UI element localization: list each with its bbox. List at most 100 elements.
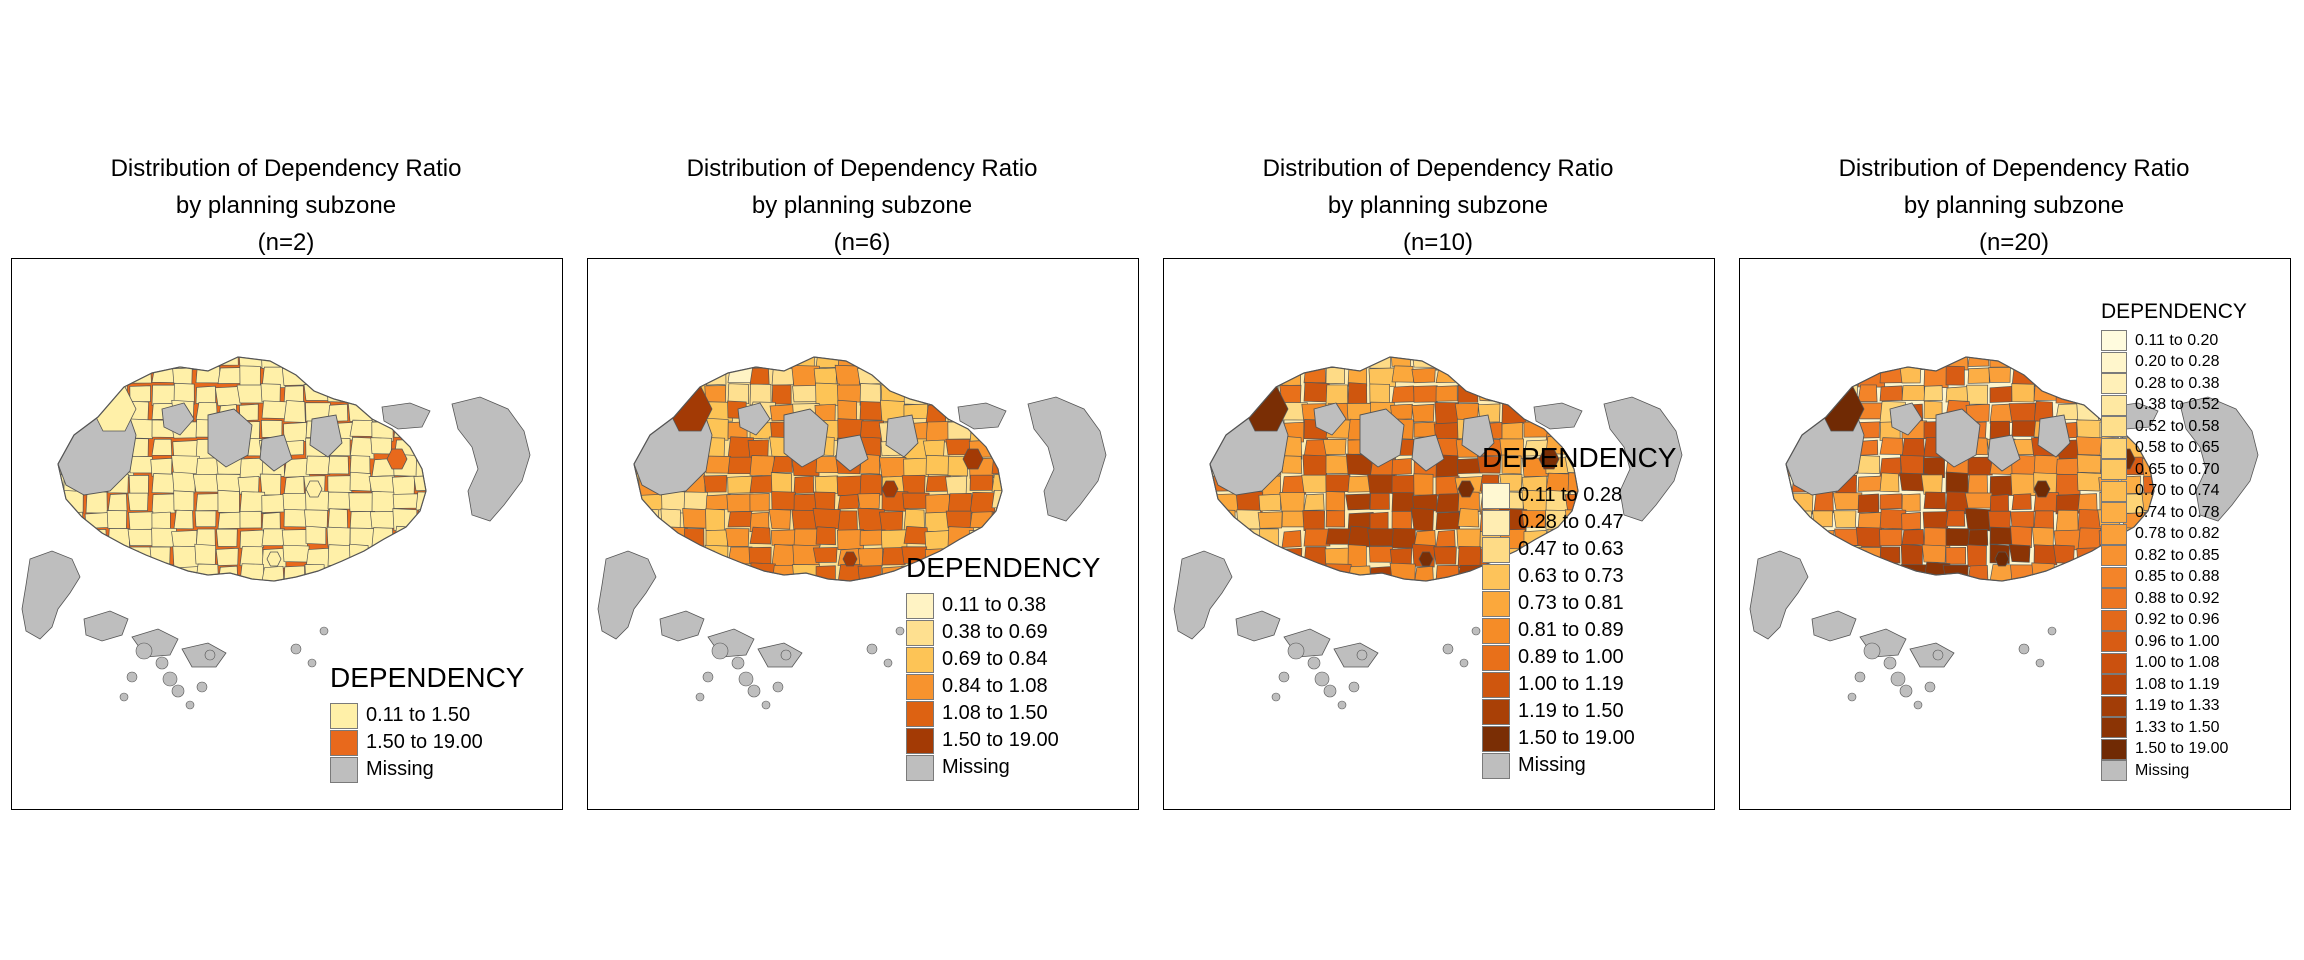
missing-region xyxy=(162,671,178,687)
legend-item: 0.96 to 1.00 xyxy=(2101,631,2247,653)
subzone xyxy=(991,367,1002,386)
subzone xyxy=(2033,357,2057,367)
subzone xyxy=(1786,475,1790,495)
subzone xyxy=(901,474,926,494)
missing-region xyxy=(1935,408,1981,468)
missing-region xyxy=(747,684,761,698)
subzone xyxy=(639,357,662,369)
subzone xyxy=(1923,457,1945,479)
subzone xyxy=(1964,508,1991,532)
legend-item-missing: Missing xyxy=(330,756,524,783)
legend-label: 0.84 to 1.08 xyxy=(942,675,1048,697)
subzone xyxy=(636,526,660,548)
subzone xyxy=(393,547,421,569)
subzone xyxy=(261,528,286,546)
subzone xyxy=(58,366,64,385)
subzone xyxy=(328,584,355,599)
subzone-high xyxy=(2033,480,2051,498)
subzone xyxy=(727,366,755,383)
subzone xyxy=(1325,367,1346,385)
subzone xyxy=(1989,403,2013,424)
subzone xyxy=(371,357,393,370)
missing-region xyxy=(1924,681,1936,693)
legend-item: 0.58 to 0.65 xyxy=(2101,437,2247,460)
subzone xyxy=(1367,474,1396,494)
subzone xyxy=(748,357,775,367)
missing-region xyxy=(1333,642,1379,668)
subzone xyxy=(174,584,196,601)
subzone-high xyxy=(386,448,408,470)
subzone xyxy=(1215,509,1236,530)
missing-region xyxy=(1323,684,1337,698)
subzone xyxy=(1413,421,1437,438)
missing-region xyxy=(689,550,723,576)
missing-region xyxy=(783,408,829,468)
missing-region xyxy=(319,626,329,636)
subzone xyxy=(658,384,681,404)
subzone xyxy=(1413,584,1435,602)
subzone xyxy=(634,400,641,421)
subzone xyxy=(1923,357,1950,366)
missing-region xyxy=(1883,656,1897,670)
subzone xyxy=(860,583,884,602)
subzone xyxy=(1879,472,1900,493)
missing-region xyxy=(702,671,714,683)
subzone-high xyxy=(266,551,282,567)
subzone xyxy=(2008,357,2034,366)
subzone xyxy=(1988,366,2011,383)
map-panel-n20: Distribution of Dependency Ratio by plan… xyxy=(1728,0,2304,960)
missing-region xyxy=(737,402,771,436)
title-line: by planning subzone xyxy=(751,192,973,219)
subzone xyxy=(349,564,372,581)
legend-swatch xyxy=(906,754,934,781)
legend-title: DEPENDENCY xyxy=(906,552,1101,583)
legend-label: 1.08 to 1.19 xyxy=(2135,675,2220,693)
subzone xyxy=(1259,548,1280,565)
legend-swatch xyxy=(906,700,934,727)
subzone xyxy=(969,511,995,529)
subzone xyxy=(728,582,752,600)
subzone xyxy=(2076,547,2100,569)
subzone xyxy=(1391,458,1412,476)
legend-item: 0.73 to 0.81 xyxy=(1482,590,1676,617)
subzone xyxy=(214,386,243,407)
subzone xyxy=(859,474,883,496)
subzone xyxy=(1521,510,1547,528)
subzone xyxy=(349,580,371,581)
legend-label: Missing xyxy=(2135,761,2190,779)
subzone xyxy=(945,510,972,529)
subzone xyxy=(704,544,729,563)
subzone xyxy=(2010,525,2033,549)
subzone xyxy=(1924,582,1945,601)
legend-item-missing: Missing xyxy=(906,754,1100,781)
subzone xyxy=(2033,385,2057,401)
subzone xyxy=(2011,383,2035,403)
subzone xyxy=(1790,403,1813,420)
subzone xyxy=(813,580,839,581)
subzone xyxy=(1281,455,1303,474)
legend-swatch xyxy=(2101,459,2127,481)
subzone xyxy=(1391,365,1414,383)
legend-item: 1.00 to 1.19 xyxy=(1482,671,1676,698)
legend-swatch xyxy=(2101,523,2127,545)
subzone xyxy=(768,508,792,530)
subzone xyxy=(1879,493,1903,510)
subzone xyxy=(991,384,1002,402)
subzone xyxy=(1964,492,1993,509)
missing-region xyxy=(135,642,153,660)
legend-title: DEPENDENCY xyxy=(1482,442,1677,473)
subzone xyxy=(1945,365,1965,386)
subzone xyxy=(1966,384,1989,405)
missing-region xyxy=(83,610,129,642)
subzone xyxy=(1567,386,1578,407)
missing-region xyxy=(2179,396,2259,522)
subzone xyxy=(1370,583,1391,601)
legend-item: 0.11 to 0.38 xyxy=(906,592,1100,619)
subzone xyxy=(2033,454,2060,476)
missing-region xyxy=(780,649,792,661)
legend-swatch xyxy=(2101,695,2127,717)
missing-region xyxy=(185,700,195,710)
choropleth-map xyxy=(1173,356,1683,710)
subzone xyxy=(1500,357,1524,370)
subzone xyxy=(151,473,176,494)
